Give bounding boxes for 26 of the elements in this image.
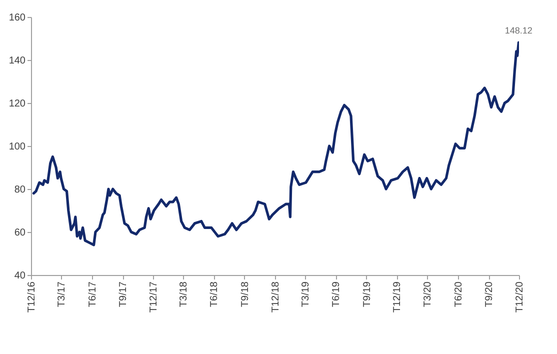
x-tick-label: T9/18 bbox=[240, 281, 251, 308]
x-tick-label: T9/17 bbox=[118, 281, 130, 308]
y-tick-label: 60 bbox=[14, 228, 26, 238]
line-series bbox=[32, 41, 519, 246]
y-tick-label: 160 bbox=[8, 12, 26, 24]
x-tick-label: T6/18 bbox=[209, 281, 220, 308]
x-tick-label: T3/20 bbox=[422, 281, 434, 308]
x-tick-label: T12/18 bbox=[270, 281, 282, 313]
x-tick-label: T12/19 bbox=[392, 281, 404, 313]
x-tick-label: T12/20 bbox=[514, 281, 526, 313]
x-tick-label: T3/17 bbox=[56, 281, 68, 308]
x-tick-label: T3/18 bbox=[178, 281, 190, 308]
data-label: 148.12 bbox=[504, 26, 532, 36]
y-tick-label: 120 bbox=[8, 98, 26, 110]
y-tick-label: 100 bbox=[8, 142, 26, 152]
x-tick-label: T6/20 bbox=[453, 281, 464, 308]
x-tick-label: T6/19 bbox=[331, 281, 342, 308]
x-tick-label: T12/16 bbox=[26, 281, 38, 313]
x-tick-label: T3/19 bbox=[300, 281, 312, 308]
y-tick-label: 140 bbox=[8, 56, 26, 66]
y-tick-label: 80 bbox=[14, 184, 26, 196]
x-tick-label: T9/20 bbox=[484, 281, 496, 308]
y-tick-label: 40 bbox=[14, 270, 26, 282]
x-tick-label: T6/17 bbox=[87, 281, 98, 308]
x-tick-label: T9/19 bbox=[362, 281, 373, 308]
x-tick-label: T12/17 bbox=[148, 281, 160, 313]
